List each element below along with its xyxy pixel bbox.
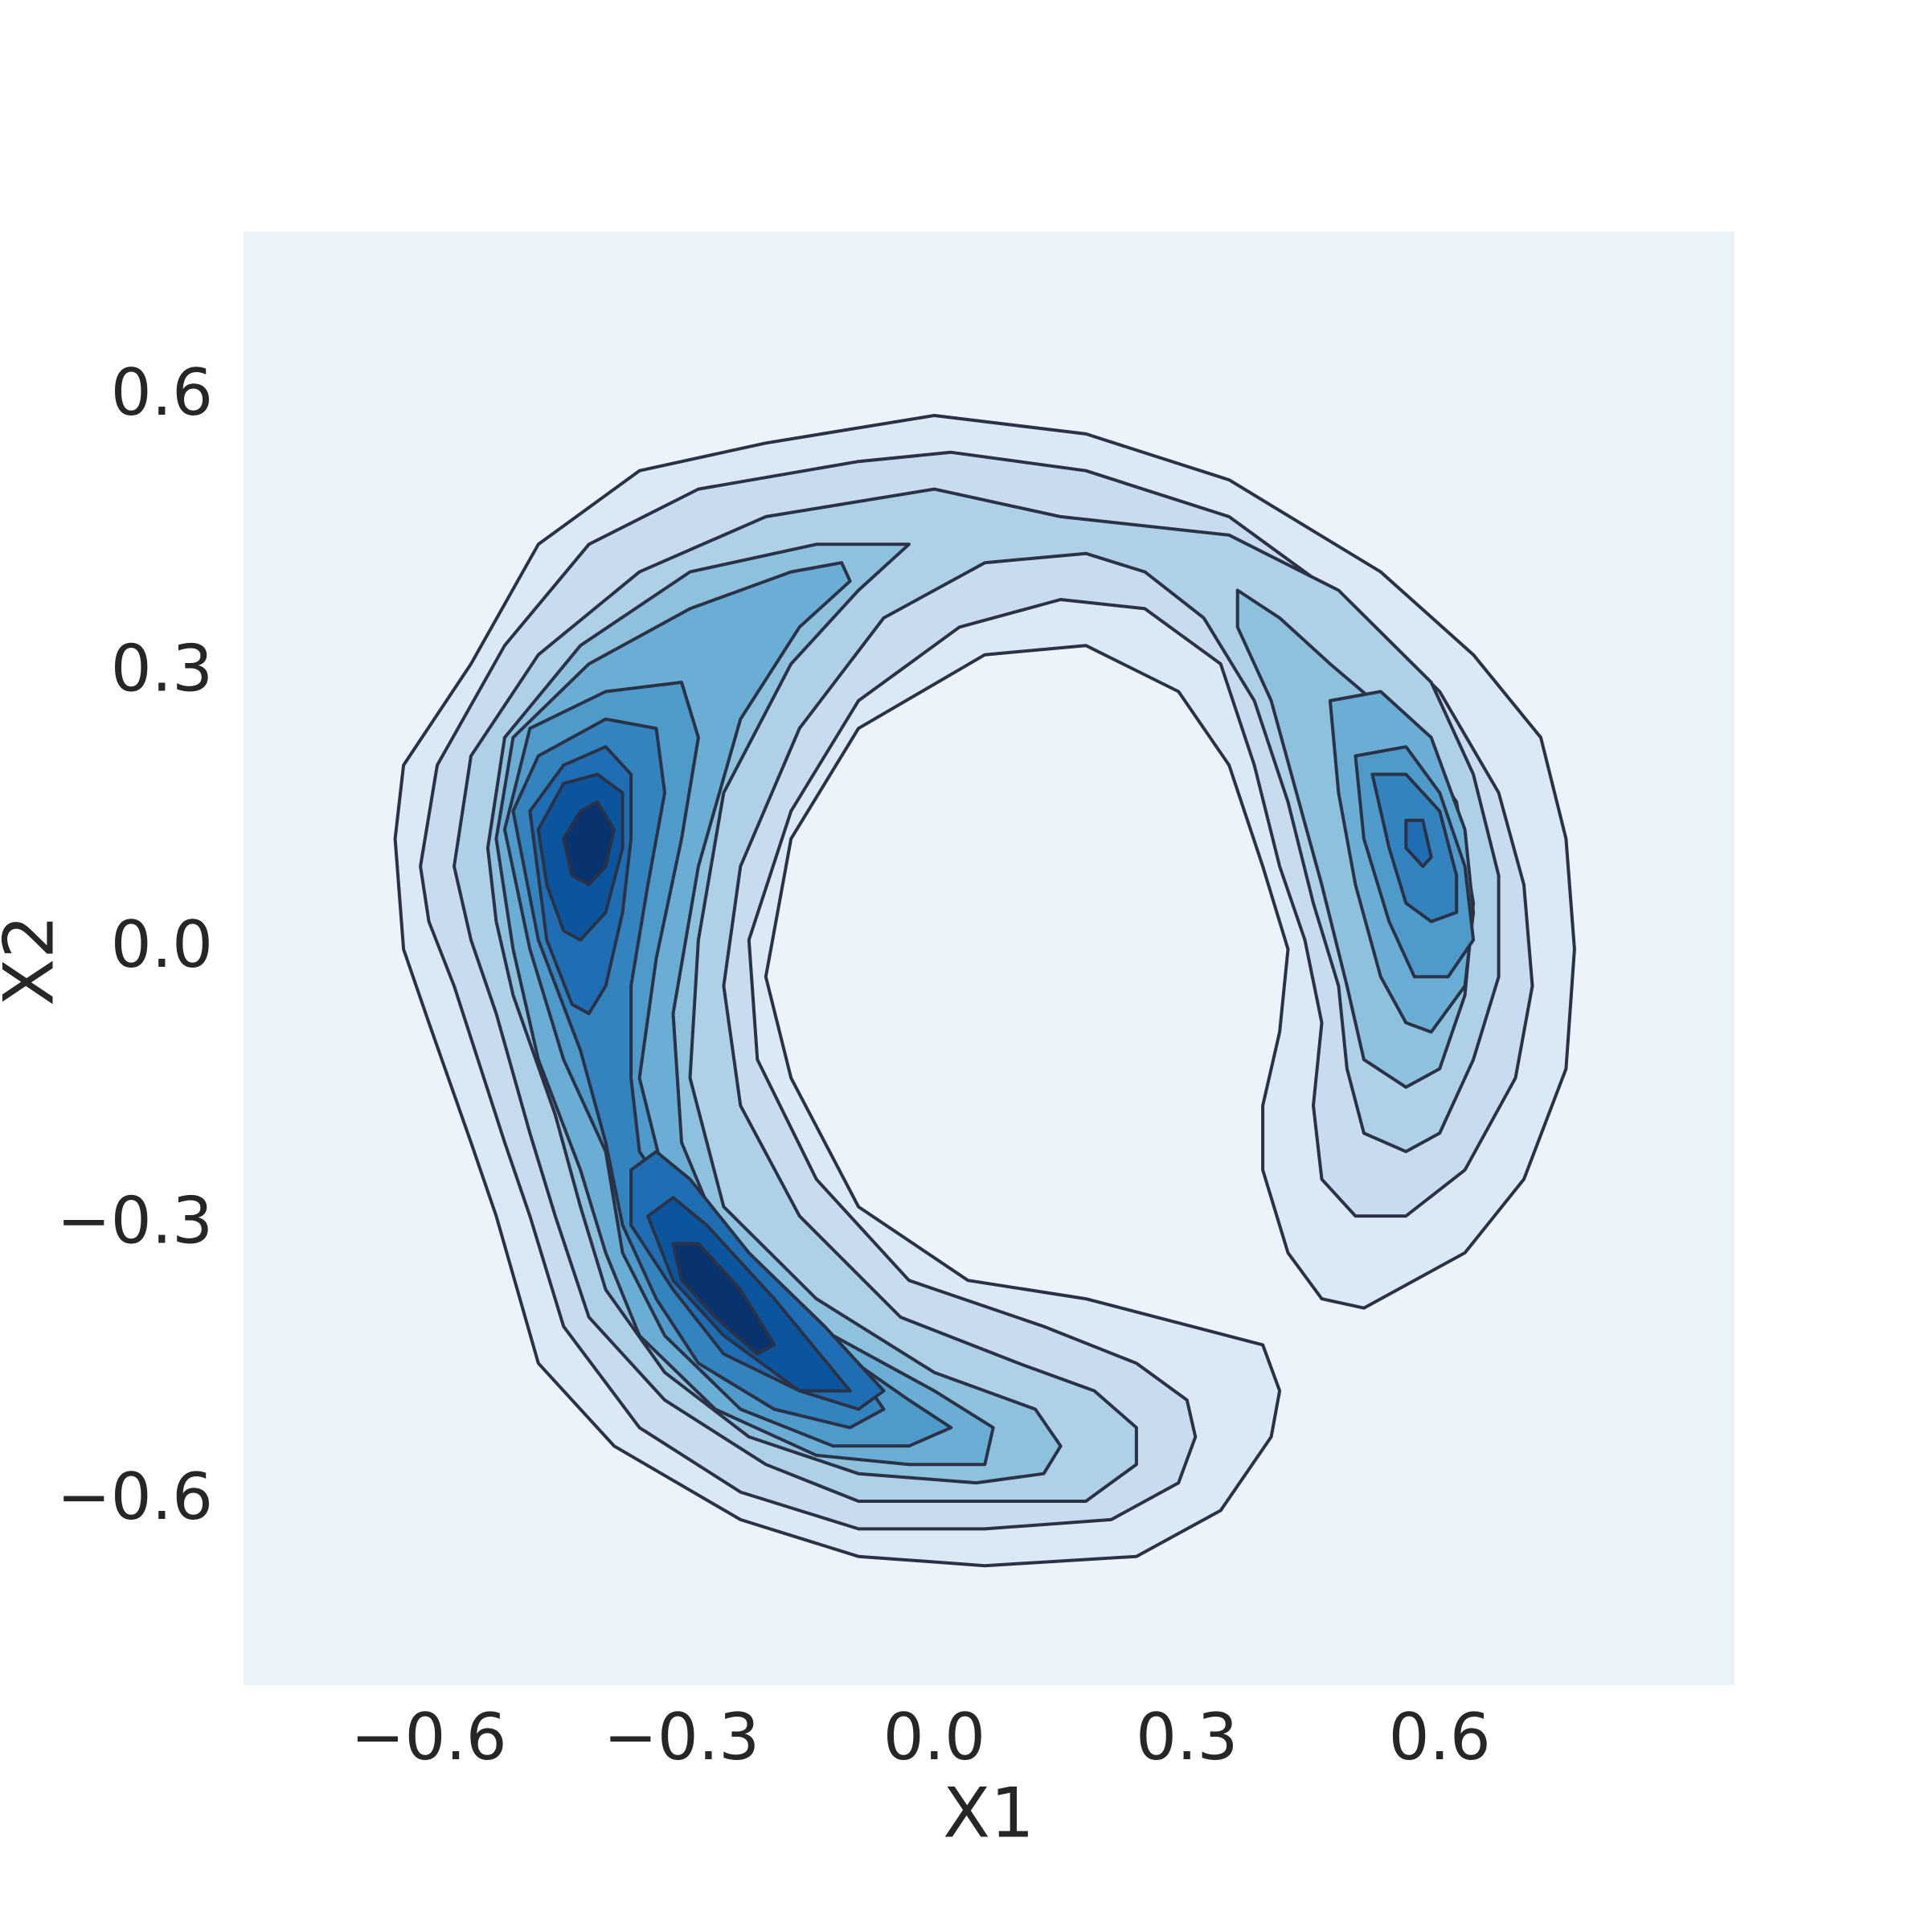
density-contour: [562, 800, 776, 1356]
y-tick-label: −0.3: [57, 1184, 213, 1259]
y-axis-label: X2: [0, 915, 69, 1006]
x-tick-label: −0.3: [604, 1700, 760, 1774]
y-tick-label: 0.3: [111, 632, 213, 706]
y-tick-label: −0.6: [57, 1459, 213, 1534]
contours: [393, 414, 1576, 1568]
x-tick-label: 0.6: [1389, 1700, 1491, 1774]
y-tick-label: 0.0: [111, 907, 213, 982]
x-axis-label: X1: [943, 1773, 1034, 1853]
x-tick-label: 0.3: [1136, 1700, 1238, 1774]
y-tick-label: 0.6: [111, 355, 213, 430]
x-tick-label: 0.0: [883, 1700, 985, 1774]
x-tick-label: −0.6: [350, 1700, 506, 1774]
